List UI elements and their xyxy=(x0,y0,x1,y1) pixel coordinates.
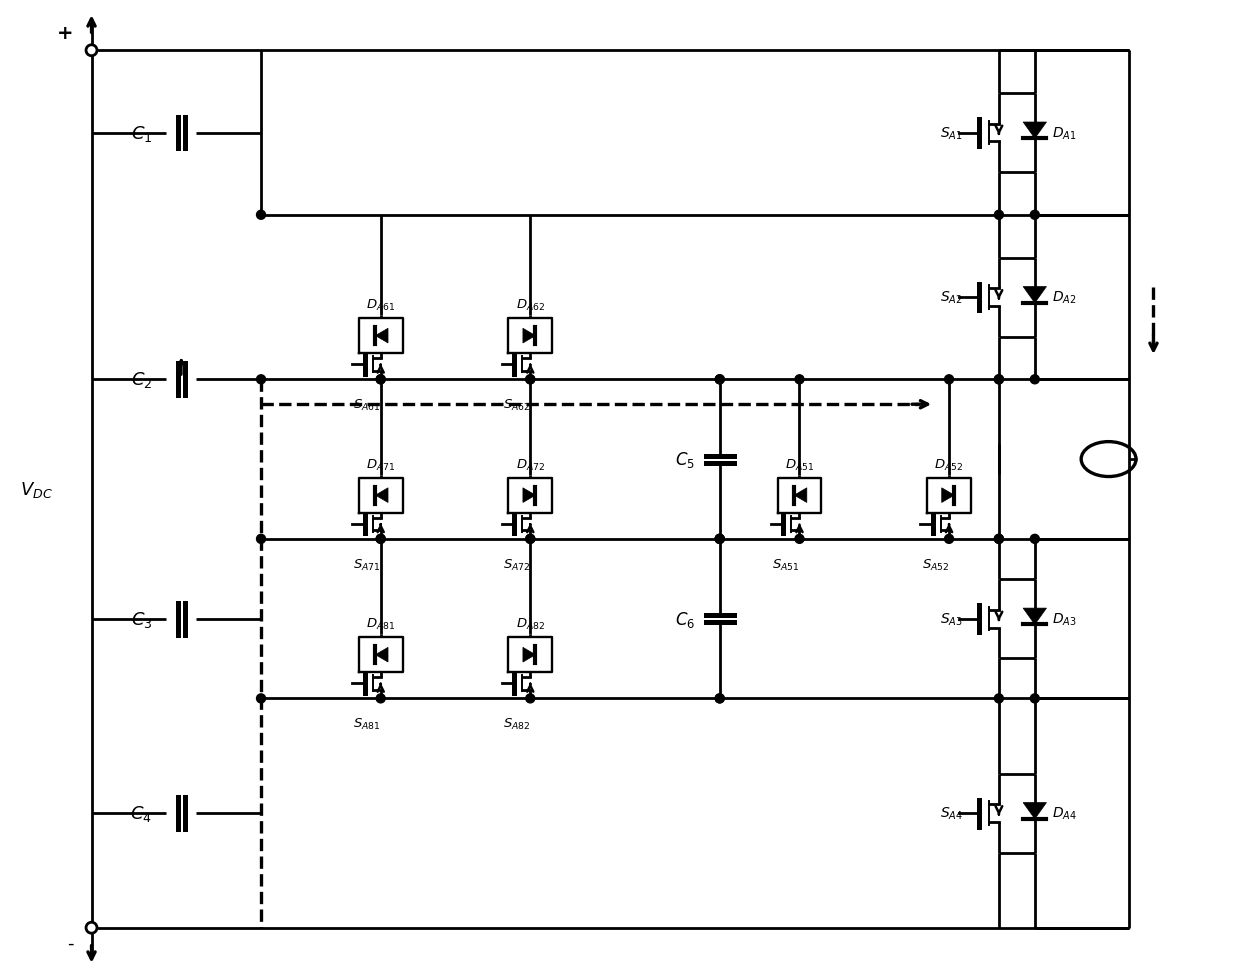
Text: $D_{A51}$: $D_{A51}$ xyxy=(785,457,815,472)
Text: $D_{A62}$: $D_{A62}$ xyxy=(516,297,544,313)
Circle shape xyxy=(994,375,1003,385)
Polygon shape xyxy=(795,488,807,503)
Text: $S_{A82}$: $S_{A82}$ xyxy=(502,717,531,732)
Text: $D_{A82}$: $D_{A82}$ xyxy=(516,616,544,632)
Text: +: + xyxy=(57,24,73,43)
Text: -: - xyxy=(67,934,73,952)
Circle shape xyxy=(257,211,265,220)
Circle shape xyxy=(715,694,724,703)
Circle shape xyxy=(945,375,954,385)
Text: $S_{A2}$: $S_{A2}$ xyxy=(940,290,963,306)
Circle shape xyxy=(945,535,954,544)
Text: $V_{DC}$: $V_{DC}$ xyxy=(20,480,53,499)
Polygon shape xyxy=(941,488,955,503)
Circle shape xyxy=(715,375,724,385)
Text: $D_{A3}$: $D_{A3}$ xyxy=(1053,610,1078,627)
Polygon shape xyxy=(523,488,536,503)
Text: $D_{A72}$: $D_{A72}$ xyxy=(516,457,544,472)
Circle shape xyxy=(1030,375,1039,385)
Polygon shape xyxy=(1023,802,1047,819)
Text: $C_2$: $C_2$ xyxy=(130,370,153,390)
Polygon shape xyxy=(1023,287,1047,303)
Text: $S_{A72}$: $S_{A72}$ xyxy=(502,557,531,573)
Text: $C_5$: $C_5$ xyxy=(675,450,694,470)
Text: $S_{A4}$: $S_{A4}$ xyxy=(940,805,963,822)
Circle shape xyxy=(994,694,1003,703)
Circle shape xyxy=(994,375,1003,385)
Circle shape xyxy=(86,46,97,56)
Circle shape xyxy=(715,535,724,544)
Polygon shape xyxy=(376,647,388,663)
Circle shape xyxy=(715,375,724,385)
Text: $D_{A4}$: $D_{A4}$ xyxy=(1053,805,1078,822)
Circle shape xyxy=(715,694,724,703)
Circle shape xyxy=(526,375,534,385)
Circle shape xyxy=(994,211,1003,220)
Text: $D_{A2}$: $D_{A2}$ xyxy=(1053,290,1078,306)
Polygon shape xyxy=(376,328,388,344)
Text: $D_{A81}$: $D_{A81}$ xyxy=(366,616,396,632)
Text: $S_{A51}$: $S_{A51}$ xyxy=(771,557,800,573)
Text: $S_{A61}$: $S_{A61}$ xyxy=(353,398,381,413)
Circle shape xyxy=(526,375,534,385)
Polygon shape xyxy=(1023,609,1047,625)
Text: $C_4$: $C_4$ xyxy=(130,803,153,824)
Text: $S_{A3}$: $S_{A3}$ xyxy=(940,610,963,627)
Circle shape xyxy=(376,694,386,703)
Polygon shape xyxy=(523,328,536,344)
Circle shape xyxy=(795,375,804,385)
Circle shape xyxy=(994,535,1003,544)
Text: $S_{A71}$: $S_{A71}$ xyxy=(353,557,381,573)
Text: $S_{A81}$: $S_{A81}$ xyxy=(353,717,381,732)
Circle shape xyxy=(376,375,386,385)
Circle shape xyxy=(526,535,534,544)
Polygon shape xyxy=(1023,123,1047,140)
Circle shape xyxy=(715,535,724,544)
Text: $C_1$: $C_1$ xyxy=(130,123,153,143)
Circle shape xyxy=(1030,694,1039,703)
Circle shape xyxy=(715,535,724,544)
Circle shape xyxy=(526,535,534,544)
Text: $S_{A1}$: $S_{A1}$ xyxy=(940,125,963,141)
Circle shape xyxy=(257,535,265,544)
Text: $D_{A71}$: $D_{A71}$ xyxy=(366,457,396,472)
Circle shape xyxy=(795,535,804,544)
Circle shape xyxy=(1030,211,1039,220)
Circle shape xyxy=(376,375,386,385)
Circle shape xyxy=(1030,535,1039,544)
Text: $S_{A52}$: $S_{A52}$ xyxy=(921,557,949,573)
Text: $D_{A1}$: $D_{A1}$ xyxy=(1053,125,1078,141)
Text: $D_{A61}$: $D_{A61}$ xyxy=(366,297,396,313)
Polygon shape xyxy=(376,488,388,503)
Polygon shape xyxy=(523,647,536,663)
Text: $C_6$: $C_6$ xyxy=(675,609,694,629)
Text: $D_{A52}$: $D_{A52}$ xyxy=(935,457,963,472)
Circle shape xyxy=(526,694,534,703)
Circle shape xyxy=(86,922,97,933)
Circle shape xyxy=(376,535,386,544)
Circle shape xyxy=(257,694,265,703)
Text: $S_{A62}$: $S_{A62}$ xyxy=(502,398,531,413)
Circle shape xyxy=(994,535,1003,544)
Circle shape xyxy=(376,535,386,544)
Text: $C_3$: $C_3$ xyxy=(130,609,153,629)
Circle shape xyxy=(257,375,265,385)
